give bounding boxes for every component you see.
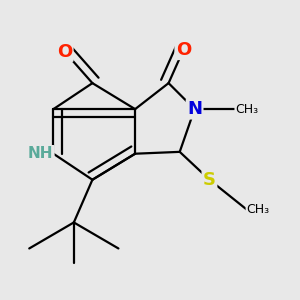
- Text: O: O: [176, 41, 191, 59]
- Text: NH: NH: [28, 146, 53, 161]
- Text: CH₃: CH₃: [247, 203, 270, 216]
- Text: N: N: [187, 100, 202, 118]
- Text: CH₃: CH₃: [236, 103, 259, 116]
- Text: O: O: [57, 43, 72, 61]
- Text: S: S: [203, 171, 216, 189]
